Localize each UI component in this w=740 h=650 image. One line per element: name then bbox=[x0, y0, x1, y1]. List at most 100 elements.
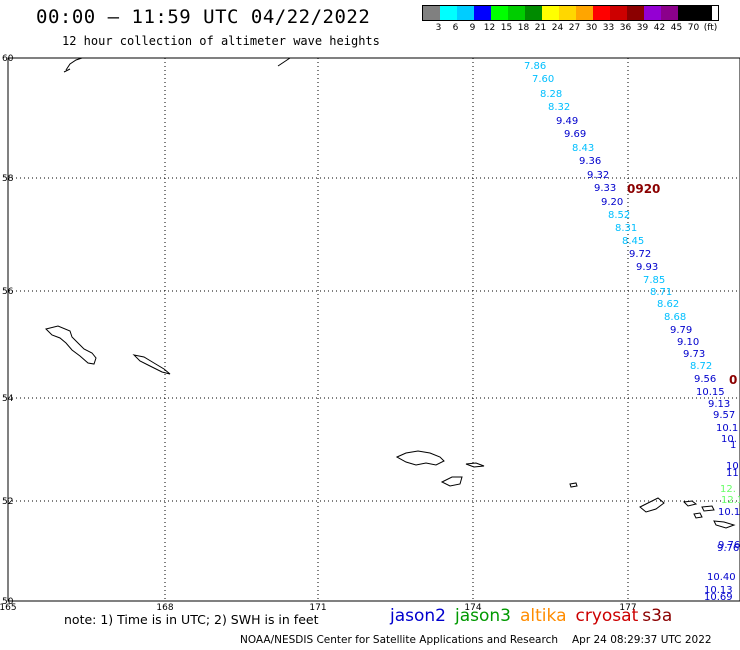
wave-height-label: 12. bbox=[720, 484, 736, 495]
scale-swatch bbox=[423, 6, 440, 20]
units-note: note: 1) Time is in UTC; 2) SWH is in fe… bbox=[64, 612, 319, 627]
altimeter-track: 7.86 7.60 8.28 8.32 9.49 9.69 8.43 9.36 9.32 9.33… bbox=[524, 61, 740, 603]
credit-line: NOAA/NESDIS Center for Satellite Applica… bbox=[240, 634, 712, 646]
pass-time-label: 0 bbox=[729, 373, 737, 387]
pass-time-label: 0920 bbox=[627, 182, 660, 196]
scale-label: 21 bbox=[534, 23, 547, 33]
longitude-labels: 165 168 171 174 177 bbox=[0, 603, 637, 613]
longitude-label: 177 bbox=[619, 603, 636, 613]
wave-height-label: 8.52 bbox=[608, 210, 630, 221]
scale-swatch bbox=[644, 6, 661, 20]
map-subtitle: 12 hour collection of altimeter wave hei… bbox=[62, 34, 380, 48]
longitude-label: 174 bbox=[464, 603, 481, 613]
credit-org: NOAA/NESDIS Center for Satellite Applica… bbox=[240, 634, 558, 646]
coast-attu-island bbox=[395, 450, 445, 466]
satellite-jason3: jason3 bbox=[455, 606, 511, 626]
longitude-label: 165 bbox=[0, 603, 17, 613]
scale-swatch bbox=[457, 6, 474, 20]
scale-swatch bbox=[440, 6, 457, 20]
wave-height-label: 8.45 bbox=[622, 236, 644, 247]
wave-height-label: 9.56 bbox=[694, 374, 716, 385]
latitude-label: 52 bbox=[2, 497, 13, 507]
scale-label: 12 bbox=[483, 23, 496, 33]
coast-rat-islands-5 bbox=[713, 520, 736, 529]
scale-swatch bbox=[508, 6, 525, 20]
scale-swatch bbox=[542, 6, 559, 20]
longitude-label: 171 bbox=[309, 603, 326, 613]
wave-height-label: 8.62 bbox=[657, 299, 679, 310]
wave-height-label: 10.69 bbox=[704, 592, 733, 603]
wave-height-label: 8.31 bbox=[615, 223, 637, 234]
wave-height-label: 1 bbox=[730, 440, 736, 451]
wave-height-label: 10 bbox=[726, 461, 739, 472]
satellite-cryosat: cryosat bbox=[575, 606, 639, 626]
scale-swatch bbox=[627, 6, 644, 20]
scale-label: 18 bbox=[517, 23, 530, 33]
scale-label: 70 bbox=[687, 23, 700, 33]
wave-height-label: 10.40 bbox=[707, 572, 736, 583]
generation-timestamp: Apr 24 08:29:37 UTC 2022 bbox=[572, 634, 712, 646]
scale-label: 27 bbox=[568, 23, 581, 33]
wave-height-label: 8.43 bbox=[572, 143, 594, 154]
coast-kamchatka-tip bbox=[63, 57, 83, 73]
wave-height-label: 7.85 bbox=[643, 275, 665, 286]
wave-height-label: 10.13 bbox=[704, 585, 733, 596]
coast-rat-islands-1 bbox=[639, 497, 665, 513]
wave-height-label: 9.20 bbox=[601, 197, 623, 208]
scale-label: 39 bbox=[636, 23, 649, 33]
satellite-legend: jason2 jason3 altika cryosat s3a bbox=[390, 606, 681, 626]
wave-height-label: 9.33 bbox=[594, 183, 616, 194]
coast-agattu-island bbox=[440, 476, 463, 487]
scale-swatch bbox=[593, 6, 610, 20]
wave-height-label: 9.49 bbox=[556, 116, 578, 127]
scale-label: 6 bbox=[452, 23, 459, 33]
scale-label: 45 bbox=[670, 23, 683, 33]
coast-bering-island bbox=[45, 325, 97, 365]
scale-swatch bbox=[491, 6, 508, 20]
scale-label: 15 bbox=[500, 23, 513, 33]
coast-semichi-islands bbox=[465, 462, 485, 468]
wave-height-label: 9.76 bbox=[717, 543, 739, 554]
wave-height-label: 7.86 bbox=[524, 61, 546, 72]
wave-height-label: 10. bbox=[721, 434, 737, 445]
latitude-label: 50 bbox=[2, 597, 14, 607]
scale-label: (ft) bbox=[703, 23, 718, 33]
scale-label: 9 bbox=[469, 23, 476, 33]
wave-height-label: 9.79 bbox=[670, 325, 692, 336]
scale-label: 42 bbox=[653, 23, 666, 33]
scale-swatch bbox=[559, 6, 576, 20]
color-scale-boxes bbox=[422, 5, 719, 21]
scale-label: 30 bbox=[585, 23, 598, 33]
satellite-jason2: jason2 bbox=[390, 606, 446, 626]
scale-label: 24 bbox=[551, 23, 564, 33]
wave-height-label: 9.69 bbox=[564, 129, 586, 140]
wave-height-label: 11 bbox=[726, 468, 739, 479]
wave-height-label: 8.28 bbox=[540, 89, 562, 100]
color-scale-labels: 3 6 9 12 15 18 21 24 27 30 33 36 39 42 45 70 (ft) bbox=[422, 23, 719, 33]
scale-label: 3 bbox=[435, 23, 442, 33]
wave-height-label: 10.1 bbox=[718, 507, 740, 518]
wave-height-label: 9.73 bbox=[683, 349, 705, 360]
latitude-label: 60 bbox=[2, 54, 14, 64]
scale-label: 33 bbox=[602, 23, 615, 33]
map-frame bbox=[7, 57, 740, 602]
map-title: 00:00 – 11:59 UTC 04/22/2022 bbox=[36, 6, 371, 28]
wave-height-label: 9.32 bbox=[587, 170, 609, 181]
latitude-label: 54 bbox=[2, 394, 14, 404]
wave-height-label: 8.72 bbox=[690, 361, 712, 372]
wave-height-label: 8.68 bbox=[664, 312, 686, 323]
wave-height-label: 9.57 bbox=[713, 410, 735, 421]
coast-islet bbox=[569, 482, 578, 488]
wave-height-label: 9.36 bbox=[579, 156, 601, 167]
wave-height-label: 9.76 bbox=[718, 540, 740, 551]
scale-label: 36 bbox=[619, 23, 632, 33]
satellite-s3a: s3a bbox=[642, 606, 673, 626]
latitude-label: 56 bbox=[2, 287, 14, 297]
scale-swatch bbox=[576, 6, 593, 20]
coastlines bbox=[45, 57, 736, 529]
scale-swatch bbox=[695, 6, 712, 20]
wave-height-label: 9.93 bbox=[636, 262, 658, 273]
wave-height-color-scale: 3 6 9 12 15 18 21 24 27 30 33 36 39 42 45 70 (ft) bbox=[422, 5, 719, 35]
latitude-label: 58 bbox=[2, 174, 14, 184]
